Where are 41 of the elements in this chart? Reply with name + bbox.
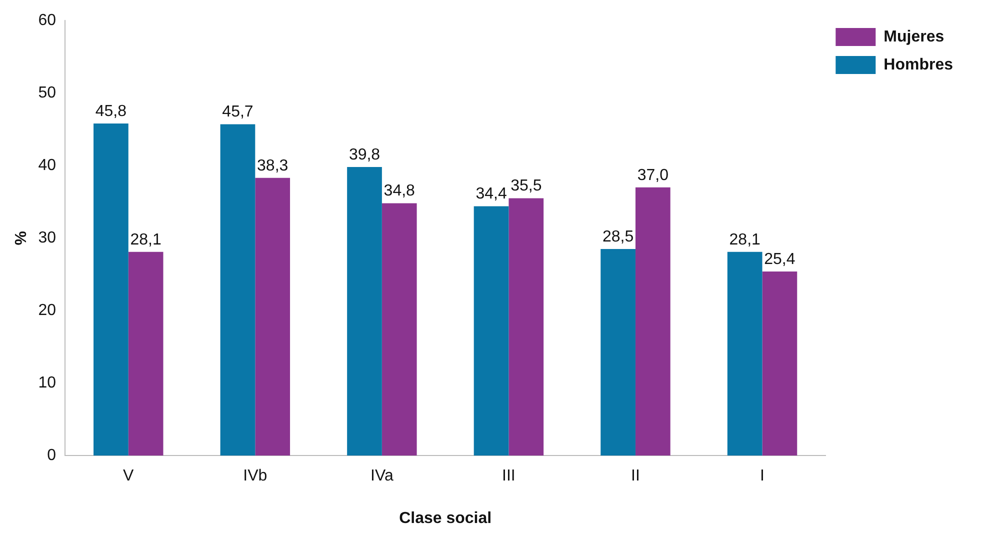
y-tick-label: 60 <box>38 12 56 30</box>
data-label: 25,4 <box>764 250 796 268</box>
bar <box>762 271 798 456</box>
x-tick-label: V <box>123 468 134 485</box>
y-tick-label: 30 <box>38 230 56 247</box>
data-label: 28,5 <box>602 228 634 246</box>
bar <box>508 198 544 456</box>
bar <box>94 124 128 456</box>
data-label: 34,8 <box>384 182 416 200</box>
data-label: 28,1 <box>729 231 760 248</box>
bar <box>474 206 509 456</box>
x-axis-title: Clase social <box>399 510 492 527</box>
x-tick-label: IVb <box>243 468 268 485</box>
bar <box>727 252 762 456</box>
bar <box>128 252 164 456</box>
bar <box>635 187 670 456</box>
bar <box>382 203 417 456</box>
bar <box>600 248 636 456</box>
y-tick-label: 0 <box>47 447 56 464</box>
data-label: 34,4 <box>476 186 507 203</box>
y-tick-label: 20 <box>38 302 56 320</box>
y-axis-title: % <box>13 230 30 246</box>
data-label: 37,0 <box>637 166 669 184</box>
data-label: 45,7 <box>222 104 254 121</box>
x-tick-label: I <box>760 468 764 485</box>
data-label: 28,1 <box>130 231 162 248</box>
x-tick-label: IVa <box>370 468 394 485</box>
bar <box>347 167 382 456</box>
bar <box>255 178 290 456</box>
data-label: 45,8 <box>95 102 127 120</box>
bar <box>220 124 256 456</box>
data-label: 39,8 <box>348 146 380 164</box>
data-label: 38,3 <box>257 157 288 174</box>
x-tick-label: III <box>502 468 516 485</box>
y-tick-label: 10 <box>38 374 56 392</box>
legend-label: Mujeres <box>884 28 944 46</box>
legend-label: Hombres <box>884 56 954 74</box>
y-tick-label: 40 <box>38 157 56 174</box>
x-tick-label: II <box>631 468 640 485</box>
data-label: 35,5 <box>510 178 542 195</box>
y-tick-label: 50 <box>38 84 56 102</box>
